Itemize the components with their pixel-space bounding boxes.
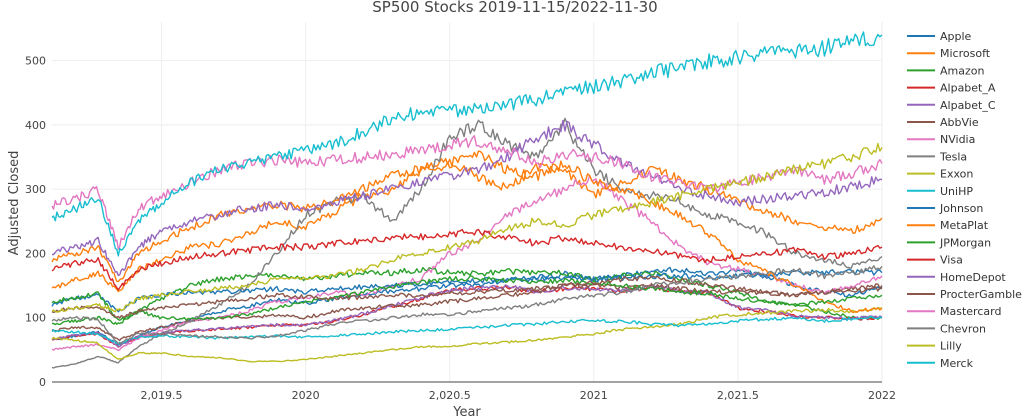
series-line-microsoft — [51, 157, 883, 293]
series-line-unihp — [51, 316, 883, 345]
legend-item[interactable]: ProcterGamble — [907, 288, 1022, 301]
series-lines — [51, 31, 883, 369]
legend-label: Exxon — [940, 168, 973, 181]
series-line-lilly — [51, 142, 883, 313]
axes: 0 100 200 300 400 500 2,019.5 2020 2,020.5 2021 2,… — [25, 55, 896, 402]
legend-item[interactable]: Visa — [907, 254, 963, 267]
legend-item[interactable]: Amazon — [907, 64, 984, 77]
legend-item[interactable]: Tesla — [907, 150, 967, 163]
y-tick-label: 300 — [25, 183, 46, 196]
legend-item[interactable]: Merck — [907, 357, 974, 370]
y-axis-title: Adjusted Closed — [7, 151, 22, 256]
x-tick-label: 2,021.5 — [717, 389, 759, 402]
legend-item[interactable]: NVidia — [907, 133, 975, 146]
y-tick-label: 0 — [39, 376, 46, 389]
legend-label: Microsoft — [940, 47, 991, 60]
y-tick-label: 500 — [25, 55, 46, 68]
legend-label: Amazon — [940, 64, 984, 77]
legend-label: HomeDepot — [940, 271, 1006, 284]
legend-label: ProcterGamble — [940, 288, 1022, 301]
legend-item[interactable]: Chevron — [907, 322, 986, 335]
legend-label: Merck — [940, 357, 974, 370]
y-tick-label: 200 — [25, 247, 46, 260]
legend-item[interactable]: Lilly — [907, 340, 962, 353]
legend-item[interactable]: AbbVie — [907, 116, 979, 129]
legend-label: Visa — [940, 254, 963, 267]
x-axis-title: Year — [452, 405, 481, 419]
legend-item[interactable]: Johnson — [907, 202, 983, 215]
legend-item[interactable]: Exxon — [907, 168, 973, 181]
series-line-nvidia — [51, 174, 883, 352]
legend-item[interactable]: Apple — [907, 30, 972, 43]
x-tick-label: 2021 — [580, 389, 608, 402]
series-line-visa — [51, 228, 883, 291]
legend-item[interactable]: MetaPlat — [907, 219, 989, 232]
legend-label: UniHP — [940, 185, 973, 198]
series-line-jpmorgan — [51, 275, 883, 321]
series-line-chevron — [51, 265, 883, 345]
legend-label: Chevron — [940, 322, 986, 335]
legend-label: Apple — [940, 30, 972, 43]
legend-label: Alpabet_A — [940, 82, 996, 95]
legend-label: Tesla — [939, 150, 967, 163]
legend-label: NVidia — [940, 133, 975, 146]
legend-item[interactable]: UniHP — [907, 185, 973, 198]
y-tick-label: 100 — [25, 312, 46, 325]
y-tick-label: 400 — [25, 119, 46, 132]
legend-item[interactable]: JPMorgan — [907, 236, 991, 249]
series-line-exxon — [51, 306, 882, 363]
series-line-homedepot — [52, 119, 883, 277]
chart-title: SP500 Stocks 2019-11-15/2022-11-30 — [372, 0, 657, 16]
x-tick-label: 2,019.5 — [141, 389, 183, 402]
x-tick-label: 2,020.5 — [429, 389, 471, 402]
series-line-proctergamble — [51, 275, 883, 319]
legend-item[interactable]: Mastercard — [907, 305, 1001, 318]
legend-label: Alpabet_C — [940, 99, 996, 112]
legend-label: Johnson — [939, 202, 983, 215]
legend-item[interactable]: Alpabet_C — [907, 99, 996, 112]
x-tick-label: 2022 — [868, 389, 896, 402]
legend-item[interactable]: Alpabet_A — [907, 82, 996, 95]
legend-label: JPMorgan — [939, 236, 991, 249]
legend-label: AbbVie — [940, 116, 979, 129]
legend-item[interactable]: HomeDepot — [907, 271, 1006, 284]
series-line-merck — [51, 31, 883, 257]
legend-item[interactable]: Microsoft — [907, 47, 991, 60]
legend-label: Mastercard — [940, 305, 1001, 318]
legend[interactable]: Apple Microsoft Amazon Alpabet_A Alpabet_C Ab… — [907, 30, 1022, 370]
x-tick-label: 2020 — [292, 389, 320, 402]
legend-label: Lilly — [940, 340, 962, 353]
legend-label: MetaPlat — [940, 219, 989, 232]
series-line-metaplat — [51, 150, 883, 314]
